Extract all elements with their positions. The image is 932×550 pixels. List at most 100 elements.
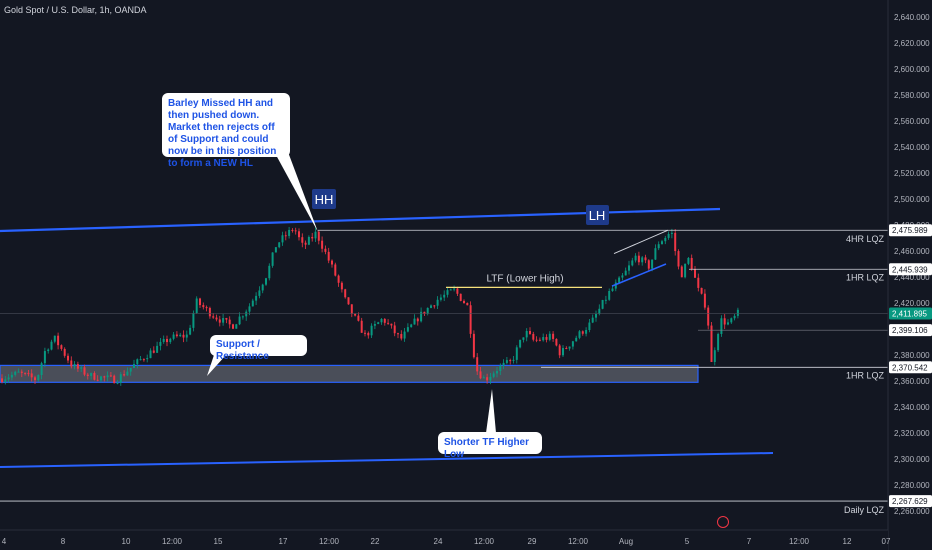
wedge-upper-line [613, 229, 669, 255]
time-tick-label: Aug [619, 537, 633, 546]
candle-body [192, 312, 195, 328]
candle [47, 348, 50, 354]
candle [720, 315, 723, 337]
candle [350, 304, 353, 318]
candle-body [647, 260, 650, 269]
candle [258, 286, 261, 299]
price-box [889, 324, 932, 337]
candle-body [575, 337, 578, 342]
candle-body [307, 236, 310, 245]
time-tick-label: 12:00 [474, 537, 495, 546]
candle [172, 331, 175, 341]
candle-body [360, 320, 363, 333]
candle [410, 323, 413, 328]
candle-body [515, 347, 518, 360]
candle-body [680, 266, 683, 278]
time-tick-label: 5 [685, 537, 690, 546]
candle [334, 262, 337, 277]
candle [27, 369, 30, 377]
candle [274, 247, 277, 253]
callout-top: Barley Missed HH and then pushed down. M… [162, 93, 290, 169]
candle-body [624, 270, 627, 276]
candle [20, 369, 23, 378]
candle [4, 376, 7, 385]
candle [690, 254, 693, 271]
price-box [889, 224, 932, 237]
candle [248, 303, 251, 316]
candle-body [119, 374, 122, 383]
candle [119, 371, 122, 386]
candle [156, 341, 159, 353]
candle-body [195, 298, 198, 313]
candle-body [657, 244, 660, 249]
candle-body [684, 263, 687, 278]
candle [591, 314, 594, 324]
candle [304, 240, 307, 250]
candle-body [109, 375, 112, 377]
candle [126, 367, 129, 376]
candle [109, 371, 112, 377]
candle-body [423, 311, 426, 314]
time-tick-label: 4 [2, 537, 7, 546]
candle-body [212, 316, 215, 318]
candle-body [387, 322, 390, 324]
candle [647, 259, 650, 271]
candle [403, 327, 406, 342]
candle [40, 361, 43, 380]
candle [57, 332, 60, 350]
candle-body [720, 318, 723, 334]
candle [618, 276, 621, 283]
candle-body [687, 257, 690, 264]
candle [595, 310, 597, 322]
candle [459, 293, 462, 302]
candle-body [459, 293, 462, 301]
candle [133, 359, 135, 369]
candle [552, 331, 555, 342]
candle-body [565, 348, 568, 350]
candle [581, 330, 584, 336]
candle [641, 255, 644, 266]
candle-body [568, 346, 571, 349]
price-tick-label: 2,620.000 [894, 39, 930, 48]
candle [218, 315, 221, 327]
candle [123, 370, 126, 377]
candle [406, 323, 409, 333]
candle [525, 328, 528, 342]
price-tick-label: 2,380.000 [894, 351, 930, 360]
candle-body [380, 318, 383, 323]
candle [558, 343, 561, 359]
candle-body [733, 315, 736, 319]
candle [344, 288, 347, 299]
candle [535, 336, 538, 343]
candle [393, 321, 396, 337]
time-tick-label: 12:00 [789, 537, 810, 546]
candle [466, 302, 469, 306]
candle-body [439, 297, 442, 300]
candle [664, 235, 667, 245]
price-box-label: 2,445.939 [892, 265, 928, 274]
candle-body [70, 360, 73, 367]
candle-body [469, 305, 472, 334]
candle [24, 372, 27, 376]
candle-body [24, 372, 27, 374]
candle-body [618, 277, 621, 283]
candle-body [258, 290, 261, 296]
candle-body [538, 339, 541, 341]
candle [390, 323, 393, 329]
candle [327, 247, 330, 264]
candle [205, 305, 208, 312]
candle [43, 347, 46, 368]
candle-body [324, 248, 327, 252]
candle [565, 346, 568, 350]
candle [265, 277, 267, 286]
candle-body [228, 319, 231, 325]
candle-body [241, 316, 244, 318]
candle [215, 314, 218, 322]
candle [142, 358, 145, 362]
candle [30, 369, 33, 382]
candle-body [463, 300, 465, 303]
candle-body [393, 325, 396, 334]
candle [717, 332, 720, 353]
candle [383, 317, 386, 326]
